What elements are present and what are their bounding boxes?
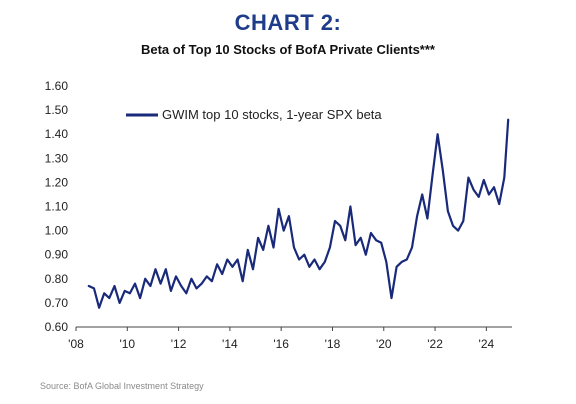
x-tick-label: '08 — [68, 337, 84, 351]
x-tick-label: '14 — [222, 337, 238, 351]
y-tick-label: 1.40 — [45, 127, 69, 141]
chart-title: CHART 2: — [234, 10, 342, 35]
chart-subtitle: Beta of Top 10 Stocks of BofA Private Cl… — [140, 42, 435, 57]
x-tick-label: '16 — [273, 337, 289, 351]
legend-label: GWIM top 10 stocks, 1-year SPX beta — [162, 107, 382, 122]
y-axis: 0.60 0.70 0.80 0.90 1.00 1.10 1.20 1.30 1.40 1.50… — [45, 79, 69, 334]
x-tick-label: '22 — [427, 337, 443, 351]
y-tick-label: 1.10 — [45, 200, 69, 214]
x-tick-label: '24 — [479, 337, 495, 351]
x-tick-label: '10 — [119, 337, 135, 351]
x-tick-label: '20 — [376, 337, 392, 351]
y-tick-label: 0.70 — [45, 296, 69, 310]
legend: GWIM top 10 stocks, 1-year SPX beta — [126, 107, 382, 122]
y-tick-label: 1.60 — [45, 79, 69, 93]
y-tick-label: 1.50 — [45, 103, 69, 117]
series-line — [87, 118, 510, 309]
x-tick-label: '18 — [325, 337, 341, 351]
y-tick-label: 0.90 — [45, 248, 69, 262]
y-tick-label: 0.60 — [45, 320, 69, 334]
x-tick-label: '12 — [171, 337, 187, 351]
y-tick-label: 1.20 — [45, 175, 69, 189]
series-layer — [87, 118, 510, 309]
y-tick-label: 1.30 — [45, 151, 69, 165]
y-tick-label: 0.80 — [45, 272, 69, 286]
source-note: Source: BofA Global Investment Strategy — [40, 381, 204, 391]
x-axis: '08 '10 '12 '14 '16 '18 '20 '22 '24 — [68, 326, 512, 351]
y-tick-label: 1.00 — [45, 224, 69, 238]
